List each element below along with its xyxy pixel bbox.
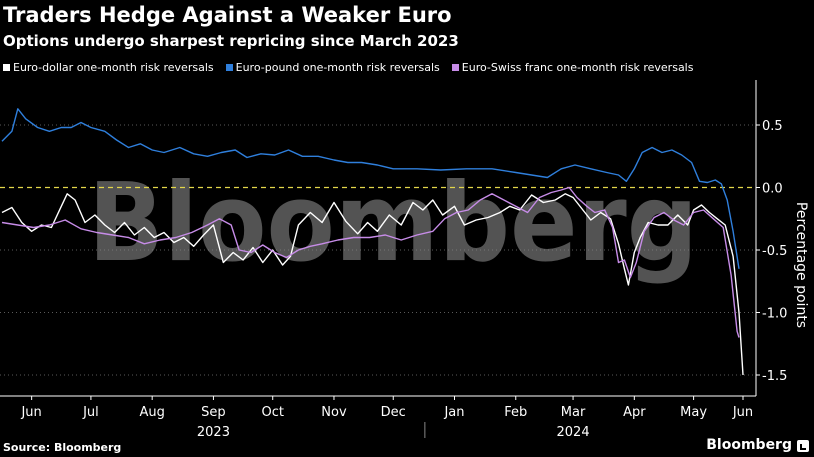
x-tick-label: Jan <box>443 405 464 420</box>
x-tick-label: Dec <box>381 405 406 420</box>
legend-label-eurusd: Euro-dollar one-month risk reversals <box>13 61 214 74</box>
x-tick-label: Feb <box>504 405 527 420</box>
legend-item-eurusd: Euro-dollar one-month risk reversals <box>3 61 214 74</box>
chart-title: Traders Hedge Against a Weaker Euro <box>3 3 452 27</box>
x-tick-label: Apr <box>623 405 646 420</box>
bloomberg-watermark: Bloomberg <box>88 161 698 286</box>
legend-label-eurgbp: Euro-pound one-month risk reversals <box>235 61 440 74</box>
legend-swatch-eurusd <box>3 64 10 71</box>
legend-item-eurgbp: Euro-pound one-month risk reversals <box>225 61 440 74</box>
legend-item-eurchf: Euro-Swiss franc one-month risk reversal… <box>451 61 694 74</box>
x-tick-label: Sep <box>201 405 226 420</box>
y-tick-label: 0.0 <box>762 182 783 197</box>
source-note: Source: Bloomberg <box>3 441 122 454</box>
series-lines <box>1 108 744 376</box>
year-label: 2024 <box>557 425 590 440</box>
x-tick-label: Jun <box>20 405 41 420</box>
legend-swatch-eurchf <box>451 64 459 71</box>
x-tick-label: Aug <box>139 405 164 420</box>
y-tick-label: -0.5 <box>762 244 787 259</box>
axes: 0.5 0.0 -0.5 -1.0 -1.5 Jun Jul Aug Sep Oct Nov Dec J… <box>0 80 787 440</box>
bloomberg-chart-icon <box>797 440 809 452</box>
y-tick-label: -1.5 <box>762 369 787 384</box>
series-line-0 <box>1 193 744 376</box>
year-label: 2023 <box>197 425 230 440</box>
series-line-1 <box>1 108 740 269</box>
x-tick-label: Jun <box>732 405 753 420</box>
x-tick-label: Oct <box>261 405 283 420</box>
bloomberg-brand: Bloomberg <box>706 437 792 453</box>
x-tick-label: Jul <box>82 405 99 420</box>
x-tick-label: May <box>680 405 707 420</box>
x-tick-label: Nov <box>321 405 347 420</box>
x-tick-label: Mar <box>561 405 586 420</box>
y-axis-label: Percentage points <box>793 202 809 328</box>
y-tick-label: 0.5 <box>762 119 783 134</box>
y-tick-label: -1.0 <box>762 307 787 322</box>
legend-label-eurchf: Euro-Swiss franc one-month risk reversal… <box>461 61 694 74</box>
chart-subtitle: Options undergo sharpest repricing since… <box>3 32 459 50</box>
legend: Euro-dollar one-month risk reversals Eur… <box>3 61 705 74</box>
legend-swatch-eurgbp <box>225 64 233 71</box>
series-line-2 <box>1 186 740 338</box>
